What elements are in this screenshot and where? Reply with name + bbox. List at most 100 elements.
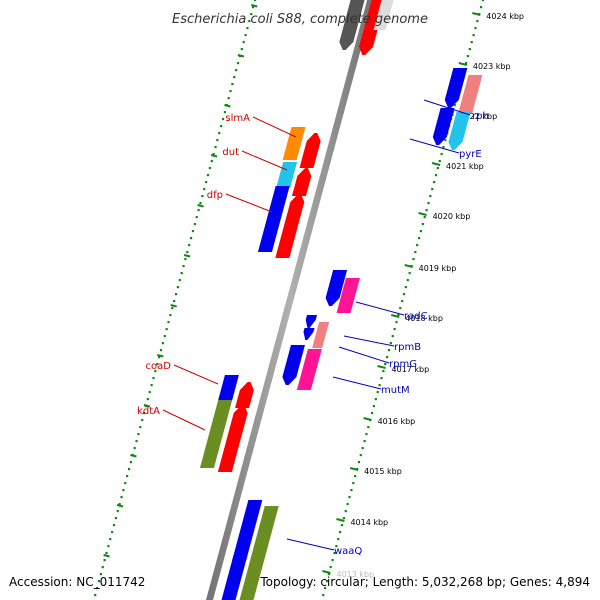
major-tick-left [130,454,137,458]
major-tick-right [363,417,372,421]
tick-dot [372,405,376,408]
tick-dot [421,223,424,226]
map-title: Escherichia coli S88, complete genome [172,12,428,27]
tick-dot [146,398,149,401]
tick-dot [103,559,106,562]
gene-features [199,0,483,600]
gene-label-radC: radC [404,311,428,322]
tick-dot [171,307,174,310]
tick-dot [359,454,362,457]
gene-slmA [282,127,306,160]
tick-dot [384,363,387,366]
gene-gray [339,0,365,50]
tick-dot [227,97,230,100]
callout-line-right [343,335,395,347]
tick-dot [325,580,329,583]
callout-line-right [423,99,471,116]
scale-label: 4014 kbp [350,518,388,527]
tick-dot [417,237,421,240]
tick-dot [174,293,178,296]
tick-dot [470,41,473,44]
major-tick-right [404,264,413,268]
major-tick-left [183,254,191,258]
tick-dot [327,573,330,576]
tick-dot [107,545,110,548]
tick-dot [427,202,430,205]
tick-dot [152,377,155,380]
tick-dot [250,13,253,16]
major-tick-right [431,162,441,166]
tick-dot [408,272,411,275]
tick-dot [191,230,195,233]
tick-dot [416,244,419,247]
tick-dot [442,146,445,149]
tick-dot [176,286,180,289]
tick-dot [246,27,249,30]
gene-waaQ [239,506,279,600]
gene-mutM-blue [282,345,305,385]
tick-dot [150,384,153,387]
tick-dot [94,594,97,597]
tick-dot [180,272,183,275]
tick-dot [199,202,202,205]
tick-dot [393,328,396,331]
tick-dot [423,216,426,219]
tick-dot [376,391,379,394]
tick-dot [154,370,157,373]
gene-rpmG-blue [303,328,315,340]
gene-label-rpmG: rpmG [389,359,417,370]
tick-dot [253,0,257,2]
tick-dot [444,139,447,142]
gene-dut [276,162,298,188]
callout-line-right [338,346,390,364]
callout-line-right [332,376,382,390]
callout-line-right [355,301,405,316]
major-tick-left [210,154,218,158]
tick-dot [395,321,398,324]
tick-dot [363,440,366,443]
tick-dot [370,412,374,415]
tick-dot [348,496,351,499]
gene-rpmB [315,322,330,336]
outer-tick-line-right [322,0,485,597]
tick-dot [95,587,99,590]
tick-dot [236,62,240,65]
gene-mutM [296,349,322,390]
gene-label-slmA: slmA [225,113,250,124]
backbone-tube [206,0,375,600]
tick-dot [182,265,185,268]
tick-dot [101,566,104,569]
tick-dot [167,321,170,324]
tick-dot [402,293,406,296]
tick-dot [218,132,221,135]
gene-waaQ-blue [232,500,263,560]
major-tick-right [390,314,400,318]
gene-red-coaD [235,382,254,408]
tick-dot [112,524,116,527]
tick-dot [208,167,211,170]
tick-dot [184,258,187,261]
tick-dot [472,34,475,37]
tick-dot [453,104,456,107]
tick-dot [205,181,208,184]
tick-dot [135,440,138,443]
tick-dot [337,538,340,541]
scale-label: 4022 kbp [459,112,497,121]
gene-pyrE [448,112,471,150]
tick-dot [137,433,140,436]
tick-dot [229,90,232,93]
tick-dot [127,468,131,471]
tick-dot [105,552,108,555]
gene-rpmB-blue [305,315,318,328]
tick-dot [346,503,349,506]
tick-dot [223,111,227,114]
callout-line-left [252,116,297,138]
callout-line-right [286,538,335,551]
tick-dot [163,335,166,338]
tick-dot [399,307,402,310]
scale-label: 4024 kbp [486,12,524,21]
major-tick-left [224,104,231,108]
tick-dot [329,566,332,569]
tick-dot [142,412,146,415]
tick-dot [203,188,206,191]
